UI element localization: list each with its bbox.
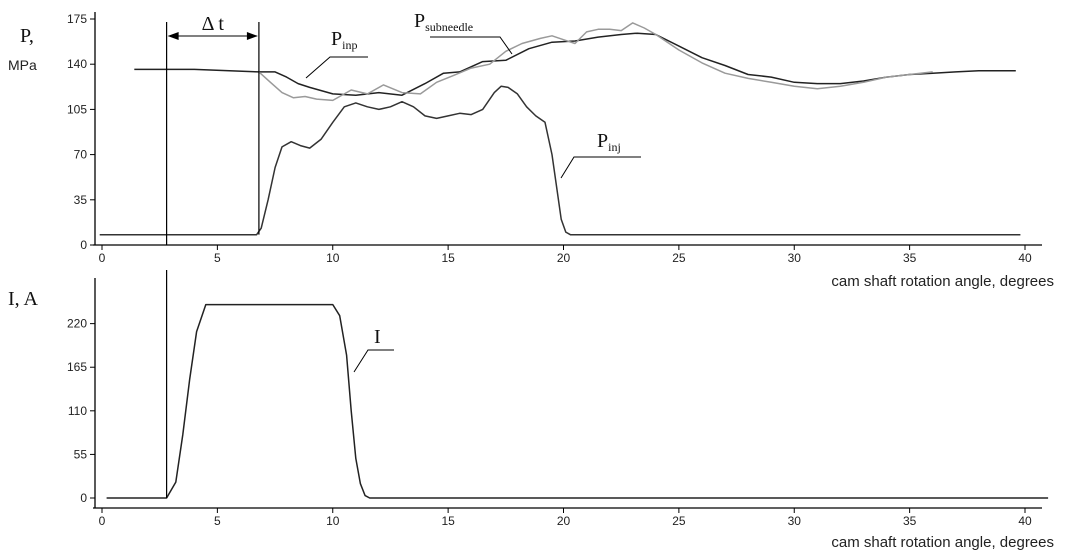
x-tick-label: 10: [326, 514, 340, 528]
leader-p-inj: [560, 156, 641, 179]
x-tick-label: 25: [672, 251, 686, 265]
x-axis-label: cam shaft rotation angle, degrees: [831, 273, 1054, 290]
y-tick-label: 0: [80, 491, 87, 505]
y-tick-label: 110: [68, 404, 87, 418]
series-line-i: [106, 303, 1049, 499]
y-axis-label: P,: [20, 25, 34, 47]
x-tick-label: 30: [788, 251, 802, 265]
x-tick-label: 0: [99, 251, 106, 265]
leader-p-subneedle: [430, 36, 513, 55]
y-tick-label: 140: [67, 57, 87, 71]
x-tick-label: 25: [672, 514, 686, 528]
y-axis-label: I, A: [8, 288, 39, 310]
x-tick-label: 35: [903, 251, 917, 265]
y-tick-label: 55: [74, 447, 88, 461]
y-tick-label: 35: [74, 193, 88, 207]
delta-arrowhead-left: [167, 32, 179, 40]
x-tick-label: 5: [214, 514, 221, 528]
delta-arrowhead-right: [246, 32, 258, 40]
label-p-inp: Pinp: [331, 28, 357, 52]
leader-i: [353, 349, 394, 373]
x-axis-label: cam shaft rotation angle, degrees: [831, 534, 1054, 551]
x-tick-label: 10: [326, 251, 340, 265]
x-tick-label: 30: [788, 514, 802, 528]
y-axis-unit: MPa: [8, 57, 37, 73]
label-p-inj: Pinj: [597, 130, 621, 154]
x-tick-label: 20: [557, 514, 571, 528]
x-tick-label: 40: [1018, 514, 1032, 528]
y-tick-label: 220: [67, 317, 87, 331]
y-tick-label: 105: [67, 102, 87, 116]
x-tick-label: 0: [99, 514, 106, 528]
y-tick-label: 175: [67, 12, 87, 26]
label-p-subneedle: Psubneedle: [414, 10, 473, 34]
x-tick-label: 15: [441, 251, 455, 265]
x-tick-label: 40: [1018, 251, 1032, 265]
x-tick-label: 5: [214, 251, 221, 265]
label-i: I: [374, 326, 381, 348]
series-line-p-subneedle: [258, 22, 933, 102]
x-tick-label: 15: [441, 514, 455, 528]
leader-p-inp: [305, 56, 368, 79]
series-line-p-inj: [99, 85, 1021, 236]
delta-t-label: Δ t: [202, 13, 225, 35]
x-tick-label: 35: [903, 514, 917, 528]
y-tick-label: 0: [80, 238, 87, 252]
chart-panel-2: 0 5 10 15 20 25 30 35 40 0 55 110 165 220 cam shaft ro…: [8, 270, 1054, 551]
y-tick-label: 165: [67, 360, 87, 374]
x-tick-label: 20: [557, 251, 571, 265]
y-tick-label: 70: [74, 148, 88, 162]
chart-panel-1: 0 5 10 15 20 25 30 35 40 0 35 70 105 140 175 cam shaft …: [8, 12, 1054, 290]
